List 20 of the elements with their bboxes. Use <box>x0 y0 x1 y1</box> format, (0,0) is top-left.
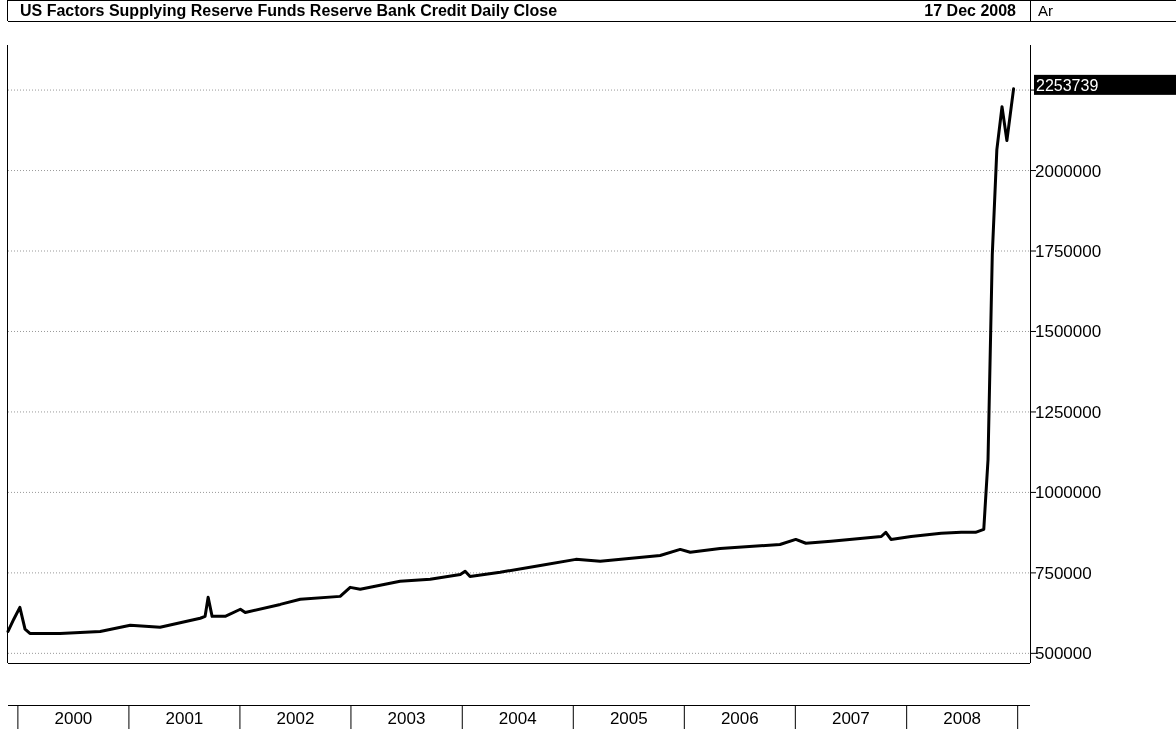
x-tick-label: 2006 <box>720 709 759 728</box>
annotation: 2253739 <box>1036 76 1099 94</box>
x-tick-label: 2007 <box>831 709 870 728</box>
y-tick-label: 1250000 <box>1035 402 1102 422</box>
y-tick-label: 1750000 <box>1035 242 1102 261</box>
y-tick-label: 750000 <box>1035 563 1092 583</box>
y-tick-label: 2000000 <box>1035 161 1102 181</box>
y-tick-label: 1000000 <box>1035 483 1102 503</box>
x-tick-label: 2002 <box>276 709 315 728</box>
chart-title: US Factors Supplying Reserve Funds Reserve Bank Credit Daily Close <box>20 2 558 19</box>
y-tick-label: 500000 <box>1035 644 1092 664</box>
x-tick-label: 2005 <box>609 709 648 728</box>
x-tick-label: 2003 <box>387 709 426 728</box>
x-tick-label: 2001 <box>165 709 204 728</box>
text: Ar <box>1038 2 1053 19</box>
x-tick-label: 2008 <box>943 709 982 728</box>
x-tick-label: 2000 <box>54 709 93 728</box>
y-tick-label: 1500000 <box>1035 322 1102 342</box>
chart-subtitle: 17 Dec 2008 <box>924 2 1017 19</box>
x-tick-label: 2004 <box>498 709 537 728</box>
